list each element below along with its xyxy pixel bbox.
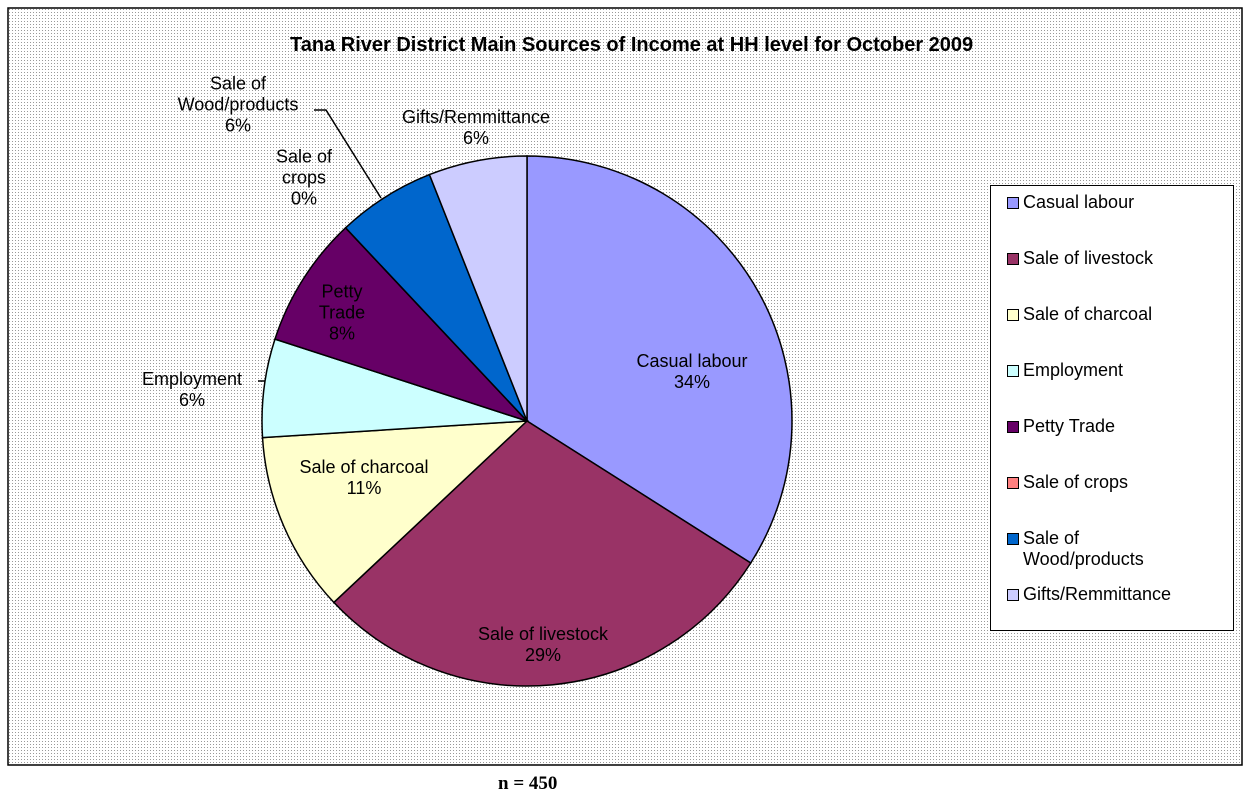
data-label: Sale of crops 0% (269, 147, 339, 210)
legend-entry: Sale of crops (1007, 472, 1225, 528)
data-label-value: 6% (178, 390, 205, 410)
data-label-value: 8% (328, 323, 355, 344)
legend-entry: Sale of Wood/products (1007, 528, 1225, 584)
data-label: Gifts/Remmittance 6% (366, 107, 586, 149)
data-label-value: 6% (462, 128, 489, 148)
legend-label: Casual labour (1023, 192, 1135, 212)
data-label-name: Casual labour (636, 351, 748, 371)
data-label-name: Petty Trade (318, 281, 366, 323)
data-label-name: Sale of crops (275, 146, 333, 188)
legend-entry: Petty Trade (1007, 416, 1225, 472)
data-label-name: Gifts/Remmittance (401, 107, 551, 127)
chart-title: Tana River District Main Sources of Inco… (290, 34, 974, 56)
legend-label: Sale of livestock (1023, 248, 1154, 268)
legend-label: Petty Trade (1023, 416, 1116, 436)
data-label-name: Sale of charcoal (299, 457, 429, 477)
legend-swatch (1007, 533, 1019, 545)
pie-slice (428, 155, 528, 422)
legend-swatch (1007, 477, 1019, 489)
pie-slice (526, 155, 793, 565)
data-label-value: 34% (673, 372, 711, 392)
legend-label: Employment (1023, 360, 1124, 380)
legend-entry: Gifts/Remmittance (1007, 584, 1225, 640)
legend-label: Gifts/Remmittance (1023, 584, 1172, 604)
leader-line (314, 109, 382, 199)
legend-entry: Employment (1007, 360, 1225, 416)
data-label: Casual labour 34% (592, 351, 792, 393)
legend-swatch (1007, 365, 1019, 377)
pie-slice (332, 420, 752, 687)
legend-label: Sale of crops (1023, 472, 1129, 492)
pie-slice (274, 226, 528, 422)
legend-entry: Sale of livestock (1007, 248, 1225, 304)
data-label-name: Employment (141, 369, 243, 389)
data-label-name: Sale of Wood/products (177, 73, 299, 115)
legend-label: Sale of charcoal (1023, 304, 1153, 324)
legend-swatch (1007, 253, 1019, 265)
data-label-value: 11% (346, 478, 382, 498)
data-label: Employment 6% (122, 369, 262, 411)
legend-swatch (1007, 589, 1019, 601)
sample-note: n = 450 (498, 773, 558, 794)
data-label: Petty Trade 8% (302, 282, 382, 345)
legend-swatch (1007, 309, 1019, 321)
legend-entry: Casual labour (1007, 192, 1225, 248)
data-label-name: Sale of livestock (477, 624, 609, 644)
data-label: Sale of charcoal 11% (264, 457, 464, 499)
pie-slice (261, 420, 530, 604)
legend-swatch (1007, 421, 1019, 433)
data-label: Sale of livestock 29% (433, 624, 653, 666)
legend: Casual labour Sale of livestock Sale of ch… (990, 185, 1234, 631)
legend-label: Sale of Wood/products (1023, 528, 1144, 569)
data-label-value: 29% (524, 645, 562, 665)
legend-entry: Sale of charcoal (1007, 304, 1225, 360)
data-label: Sale of Wood/products 6% (163, 74, 313, 137)
data-label-value: 0% (290, 188, 317, 209)
data-label-value: 6% (224, 115, 251, 136)
legend-swatch (1007, 197, 1019, 209)
